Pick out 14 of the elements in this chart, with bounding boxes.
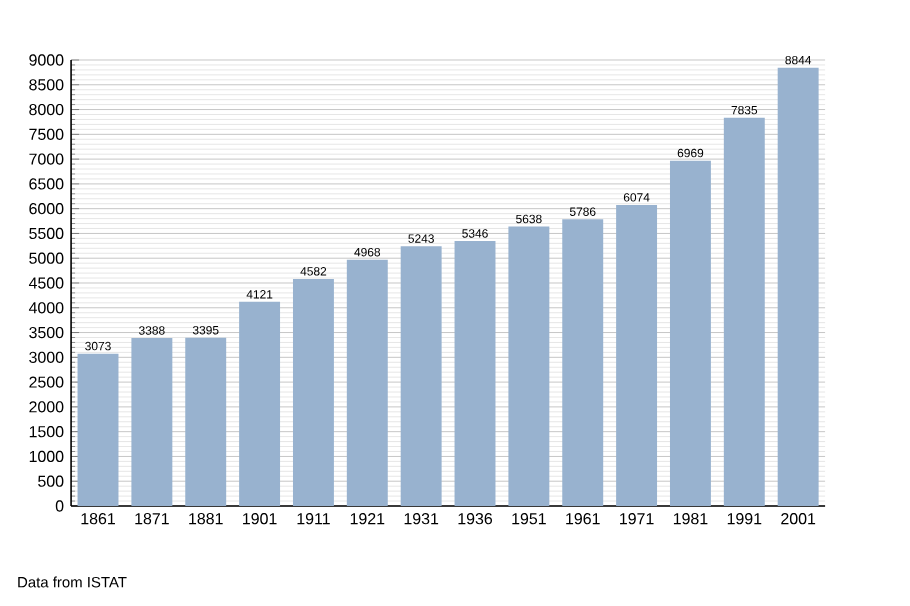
bar <box>508 226 550 506</box>
bar <box>185 337 227 506</box>
bar <box>777 67 819 506</box>
bar <box>454 241 496 506</box>
bar <box>616 205 658 506</box>
bar <box>562 219 604 506</box>
bar <box>77 353 119 506</box>
bar <box>292 278 334 506</box>
bar <box>723 117 765 506</box>
bar <box>131 338 173 506</box>
bar <box>239 301 281 506</box>
bar <box>346 259 388 506</box>
bar <box>400 246 442 506</box>
bar <box>669 160 711 506</box>
